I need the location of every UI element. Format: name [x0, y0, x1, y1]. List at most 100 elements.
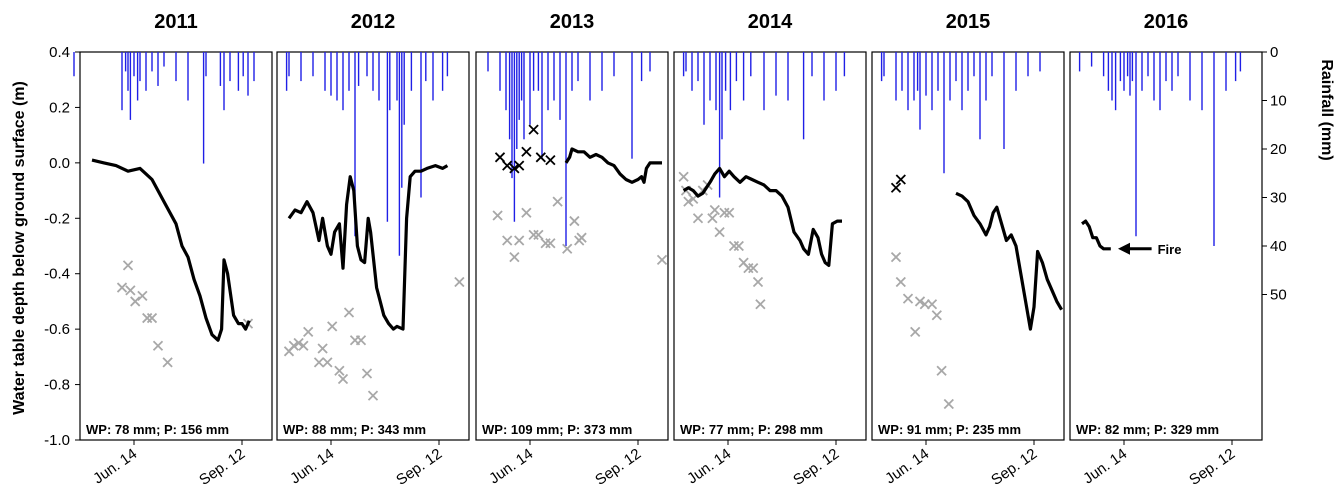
grey-marker-2012-14-b: [361, 368, 373, 379]
grey-marker-2012-9-b: [334, 365, 345, 376]
grey-marker-2011-2: [125, 285, 136, 296]
grey-marker-2014-14-b: [738, 257, 749, 268]
water-table-line-2013: [564, 147, 662, 184]
water-table-line-2015: [955, 191, 1063, 331]
x-tick-label-2012-0: Jun. 14: [287, 445, 337, 487]
panel-title-2015: 2015: [946, 11, 991, 33]
black-marker-2013-1-b: [502, 160, 513, 171]
grey-marker-2015-4: [914, 296, 926, 307]
grey-marker-2014-2-b: [683, 196, 694, 207]
grey-marker-2011-4-b: [137, 290, 148, 302]
grey-marker-2015-2-b: [902, 293, 914, 304]
grey-marker-2015-7: [931, 310, 942, 321]
panel-note-2011: WP: 78 mm; P: 156 mm: [86, 422, 229, 437]
grey-marker-2013-10-b: [562, 243, 573, 254]
y-right-axis-label: Rainfall (mm): [1318, 59, 1335, 160]
black-marker-2013-7-b: [545, 154, 556, 166]
grey-marker-2011-3-b: [130, 296, 141, 307]
grey-marker-2013-2: [509, 251, 520, 263]
grey-marker-2011-6: [146, 312, 158, 324]
grey-marker-2015-1-b: [895, 276, 906, 288]
grey-marker-2012-6: [317, 343, 328, 354]
grey-marker-2015-6-b: [926, 299, 938, 310]
grey-marker-2011-7-b: [152, 340, 164, 351]
panel-frame-2013: [475, 51, 669, 441]
y-right-tick-label-3: 30: [1270, 190, 1287, 207]
panel-2015: 2015 WP: 91 mm; P: 235 mm Jun. 14 Sep. 12: [871, 11, 1065, 489]
y-right-tick-label-0: 0: [1270, 44, 1278, 61]
grey-marker-2012-10-b: [337, 373, 349, 385]
black-marker-2015-1: [895, 174, 906, 185]
y-left-tick-label-7: -1.0: [44, 432, 70, 449]
grey-marker-2012-4: [303, 326, 314, 338]
panel-title-2014: 2014: [748, 11, 793, 33]
grey-marker-2013-0: [492, 210, 503, 221]
panel-frame-2011: [79, 51, 273, 441]
panel-title-2016: 2016: [1144, 11, 1189, 33]
black-marker-2013-3-b: [514, 160, 525, 171]
grey-marker-2013-2-b: [509, 251, 520, 263]
grey-marker-2013-11-b: [569, 215, 580, 227]
grey-marker-2011-8: [162, 357, 173, 368]
x-tick-label-2012-1: Sep. 12: [393, 445, 445, 489]
grey-marker-2014-7-b: [707, 213, 718, 224]
black-marker-2013-6-b: [535, 152, 546, 163]
grey-marker-2013-4-b: [521, 207, 532, 218]
grey-marker-2015-0-b: [890, 251, 902, 263]
x-tick-label-2016-0: Jun. 14: [1080, 445, 1130, 487]
y-left-axis-label: Water table depth below ground surface (…: [11, 81, 28, 415]
grey-marker-2014-16-b: [748, 263, 759, 274]
grey-marker-2014-9: [714, 227, 725, 238]
grey-marker-2013-8: [545, 238, 556, 249]
grey-marker-2012-13-b: [355, 335, 367, 346]
grey-marker-2013-0-b: [492, 210, 503, 221]
grey-marker-2013-8-b: [545, 238, 556, 249]
y-left-tick-label-3: -0.2: [44, 210, 70, 227]
grey-marker-2013-13: [576, 232, 587, 243]
grey-marker-2012-16-b: [454, 276, 465, 288]
grey-marker-2015-3: [910, 326, 921, 338]
grey-marker-2011-8-b: [162, 357, 173, 368]
black-marker-2015-1-b: [895, 174, 906, 185]
grey-marker-2013-10: [562, 243, 573, 254]
y-left-tick-label-6: -0.8: [44, 377, 70, 394]
y-left-tick-label-1: 0.2: [49, 99, 70, 116]
black-marker-2013-2-b: [509, 163, 520, 174]
grey-marker-2011-1: [122, 260, 134, 271]
black-marker-2013-5: [528, 124, 539, 135]
water-table-line-2011: [91, 158, 251, 342]
grey-marker-2014-16: [748, 263, 759, 274]
panel-2014: 2014 WP: 77 mm; P: 298 mm Jun. 14 Sep. 12: [673, 11, 867, 489]
grey-marker-2014-8-b: [709, 204, 720, 216]
panel-2016: 2016 WP: 82 mm; P: 329 mm Jun. 14 Sep. 12 Fi…: [1069, 11, 1263, 489]
grey-marker-2012-7: [322, 357, 333, 368]
black-marker-2013-1: [502, 160, 513, 171]
y-right-tick-label-4: 40: [1270, 238, 1287, 255]
black-marker-2013-2: [509, 163, 520, 174]
grey-marker-2014-12: [728, 240, 740, 252]
grey-marker-2015-7-b: [931, 310, 942, 321]
grey-marker-2013-9: [552, 196, 563, 207]
y-right-tick-label-2: 20: [1270, 141, 1287, 158]
grey-marker-2012-2-b: [293, 337, 304, 349]
grey-marker-2012-13: [355, 335, 367, 346]
grey-marker-2014-4: [692, 213, 704, 224]
grey-marker-2012-5: [313, 357, 325, 368]
grey-marker-2015-8-b: [936, 365, 947, 376]
panel-title-2011: 2011: [154, 11, 197, 33]
panel-note-2015: WP: 91 mm; P: 235 mm: [878, 422, 1021, 437]
grey-marker-2015-9: [943, 398, 954, 410]
black-marker-2013-4-b: [521, 146, 532, 157]
grey-marker-2012-6-b: [317, 343, 328, 354]
grey-marker-2012-4-b: [303, 326, 314, 338]
grey-marker-2014-2: [683, 196, 694, 207]
black-marker-2013-7: [545, 154, 556, 166]
water-table-line-2016: [1081, 219, 1111, 251]
grey-marker-2014-18: [755, 299, 766, 310]
y-right-tick-label-5: 50: [1270, 287, 1287, 304]
grey-marker-2013-5: [528, 229, 539, 241]
grey-marker-2013-9-b: [552, 196, 563, 207]
x-tick-label-2014-0: Jun. 14: [684, 445, 734, 487]
grey-marker-2014-10: [719, 207, 730, 218]
grey-marker-2014-15: [743, 263, 754, 274]
